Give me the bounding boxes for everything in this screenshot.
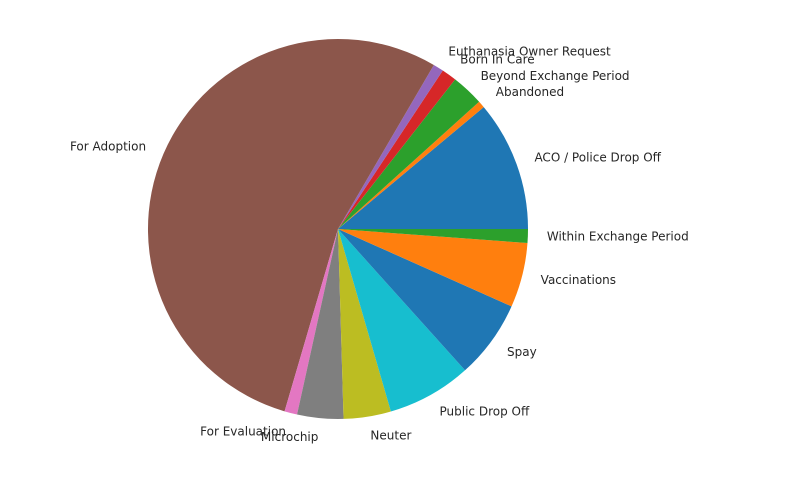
pie-label: Euthanasia Owner Request — [448, 45, 611, 59]
pie-slice-euthanasia-owner-request — [338, 64, 443, 229]
pie-slice-vaccinations — [338, 229, 528, 307]
pie-label: Vaccinations — [541, 273, 616, 287]
pie-slice-public-drop-off — [338, 229, 466, 412]
pie-slice-beyond-exchange-period — [338, 79, 480, 229]
pie-label: Spay — [507, 345, 537, 359]
pie-slice-within-exchange-period — [338, 229, 529, 244]
pie-slice-for-adoption — [147, 38, 434, 412]
pie-label: Within Exchange Period — [547, 230, 689, 244]
pie-label: Abandoned — [496, 85, 564, 99]
pie-label: Born In Care — [460, 52, 534, 66]
pie-label: Public Drop Off — [440, 405, 530, 419]
pie-slice-for-evaluation — [284, 229, 338, 415]
pie-label: Beyond Exchange Period — [481, 69, 630, 83]
pie-slice-neuter — [338, 229, 391, 419]
pie-label: Neuter — [370, 428, 411, 442]
pie-slice-born-in-care — [338, 70, 456, 229]
pie-slice-abandoned — [338, 101, 484, 229]
pie-slice-spay — [338, 229, 512, 371]
pie-label: Microchip — [261, 430, 318, 444]
pie-slices — [147, 38, 529, 420]
pie-label: ACO / Police Drop Off — [534, 151, 661, 165]
pie-labels: ACO / Police Drop Off Abandoned Beyond Exc… — [70, 45, 689, 445]
pie-label: For Evaluation — [200, 424, 286, 438]
pie-label: For Adoption — [70, 139, 146, 153]
pie-slice-aco-police-drop-off — [338, 107, 528, 229]
pie-slice-microchip — [297, 229, 344, 420]
